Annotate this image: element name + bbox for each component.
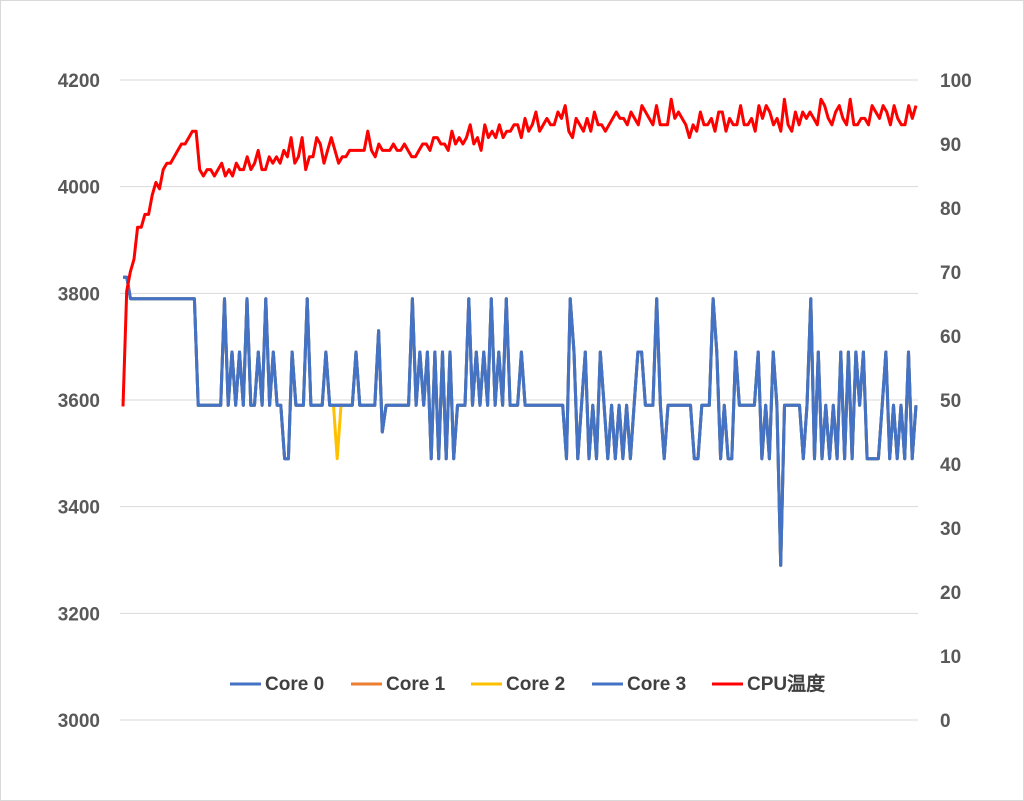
legend-label-3: Core 3 xyxy=(627,674,686,695)
right-tick-label: 70 xyxy=(940,263,961,284)
right-tick-label: 50 xyxy=(940,391,961,412)
series-line-3 xyxy=(123,275,918,567)
right-tick-label: 0 xyxy=(940,711,951,732)
legend: Core 0 Core 1 Core 2 Core 3 CPU温度 xyxy=(230,672,826,695)
legend-label-1: Core 1 xyxy=(386,674,446,695)
left-tick-label: 4000 xyxy=(58,178,100,199)
right-tick-label: 60 xyxy=(940,327,961,348)
right-tick-label: 100 xyxy=(940,71,972,92)
series-line-4 xyxy=(121,97,918,407)
series-line-0 xyxy=(123,275,918,567)
left-tick-label: 3200 xyxy=(58,604,100,625)
left-tick-label: 3000 xyxy=(58,711,100,732)
right-tick-label: 80 xyxy=(940,199,961,220)
legend-label-4: CPU温度 xyxy=(747,672,826,695)
right-tick-label: 40 xyxy=(940,455,961,476)
right-tick-label: 30 xyxy=(940,519,961,540)
series-line-1 xyxy=(123,275,918,567)
right-tick-label: 20 xyxy=(940,583,961,604)
series-lines xyxy=(121,97,918,567)
right-y-axis-ticks: 0 10 20 30 40 50 60 70 80 90 100 xyxy=(940,71,972,732)
right-tick-label: 90 xyxy=(940,135,961,156)
legend-label-0: Core 0 xyxy=(265,674,324,695)
left-tick-label: 3400 xyxy=(58,498,100,519)
legend-label-2: Core 2 xyxy=(506,674,565,695)
gridlines xyxy=(120,79,918,721)
right-tick-label: 10 xyxy=(940,647,961,668)
series-line-2 xyxy=(123,275,918,567)
left-tick-label: 3600 xyxy=(58,391,100,412)
left-tick-label: 3800 xyxy=(58,284,100,305)
left-tick-label: 4200 xyxy=(58,71,100,92)
left-y-axis-ticks: 3000 3200 3400 3600 3800 4000 4200 xyxy=(58,71,100,732)
